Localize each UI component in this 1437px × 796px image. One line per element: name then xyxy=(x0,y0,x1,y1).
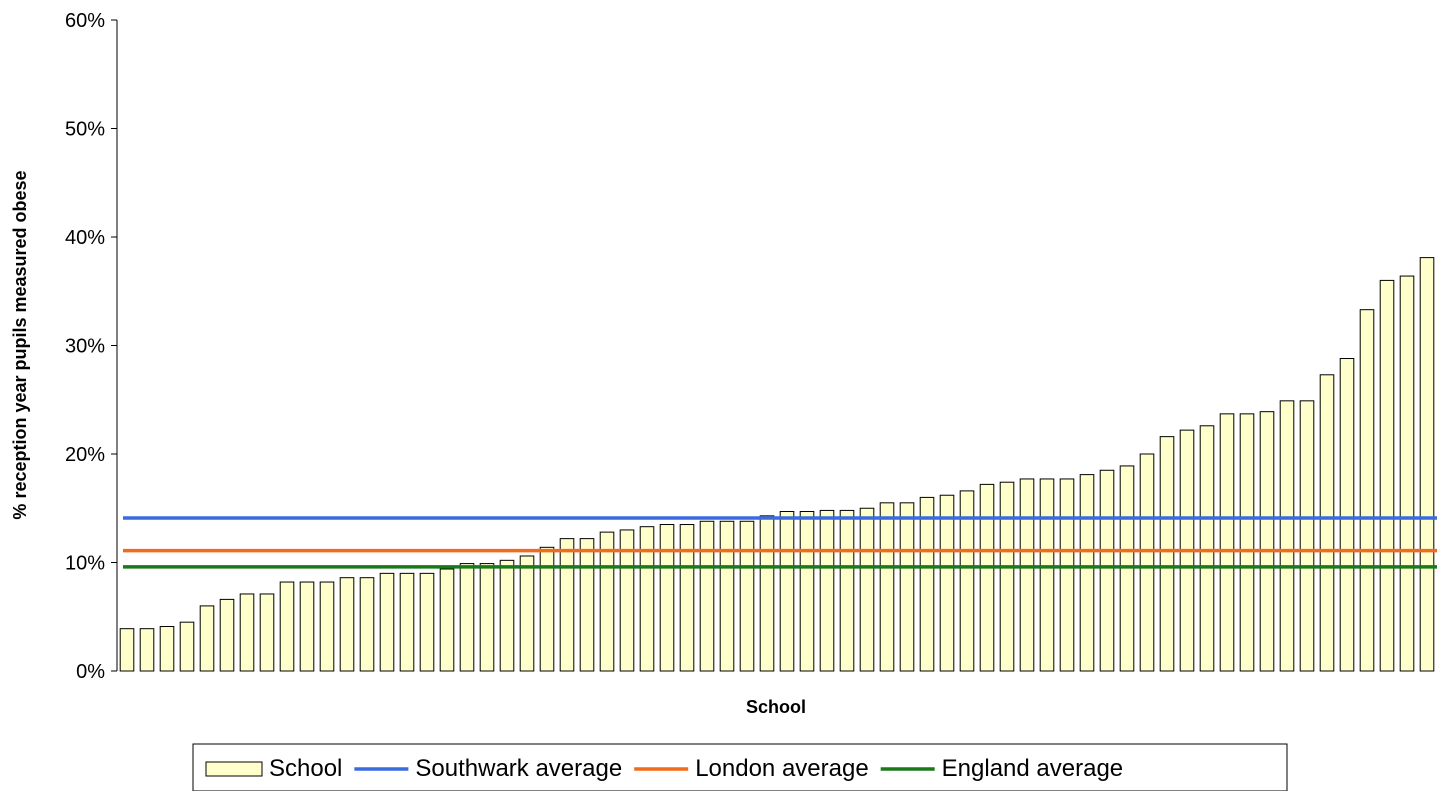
bar xyxy=(459,563,475,672)
bar xyxy=(759,515,775,672)
y-tick-label: 30% xyxy=(65,336,105,358)
legend-label: England average xyxy=(942,755,1123,782)
bar xyxy=(679,524,695,672)
bar xyxy=(719,520,735,672)
bar xyxy=(279,581,295,672)
bar xyxy=(979,483,995,672)
bar xyxy=(1319,374,1335,672)
bar xyxy=(839,509,855,672)
bar xyxy=(1279,400,1295,672)
bar xyxy=(1259,411,1275,672)
bar xyxy=(1359,309,1375,672)
y-tick-label: 20% xyxy=(65,444,105,466)
x-axis-title: School xyxy=(746,697,806,717)
bar xyxy=(879,502,895,672)
bar xyxy=(399,572,415,672)
bar xyxy=(919,496,935,672)
bar xyxy=(1159,436,1175,672)
bar xyxy=(639,526,655,672)
bar xyxy=(219,598,235,672)
y-tick-label: 50% xyxy=(65,119,105,141)
bar xyxy=(939,494,955,672)
bar xyxy=(519,555,535,672)
bar xyxy=(1059,478,1075,672)
bar xyxy=(899,502,915,672)
bar xyxy=(799,511,815,672)
bar xyxy=(559,538,575,672)
bar xyxy=(1019,478,1035,672)
bar xyxy=(659,524,675,672)
y-axis-title: % reception year pupils measured obese xyxy=(10,170,30,519)
bar xyxy=(1419,257,1435,672)
bar xyxy=(199,605,215,672)
bar xyxy=(1199,425,1215,672)
bar xyxy=(179,621,195,672)
bar xyxy=(1079,474,1095,672)
bar xyxy=(259,593,275,672)
bar xyxy=(699,520,715,672)
bar xyxy=(359,577,375,672)
average-lines xyxy=(123,516,1437,569)
legend-label: London average xyxy=(695,755,868,782)
bar xyxy=(299,581,315,672)
bar xyxy=(599,531,615,672)
axes: 0% 10% 20% 30% 40% 50% 60% xyxy=(65,10,118,683)
bar xyxy=(1139,453,1155,672)
bar xyxy=(819,509,835,672)
bar xyxy=(159,626,175,672)
bar xyxy=(419,572,435,672)
legend-swatch-school xyxy=(205,761,263,777)
legend-label: School xyxy=(269,755,342,782)
bar xyxy=(239,593,255,672)
y-tick-label: 0% xyxy=(76,661,105,683)
bar xyxy=(479,563,495,672)
bar xyxy=(779,511,795,672)
legend: School Southwark average London average Eng… xyxy=(192,743,1288,792)
bar xyxy=(1039,478,1055,672)
bar xyxy=(999,481,1015,672)
bar xyxy=(1099,469,1115,672)
bar xyxy=(859,507,875,672)
bar xyxy=(539,546,555,672)
bar xyxy=(1299,400,1315,672)
bar xyxy=(959,490,975,672)
bar xyxy=(1239,413,1255,672)
bar xyxy=(579,538,595,672)
bar xyxy=(139,628,155,672)
bar xyxy=(439,568,455,672)
bar xyxy=(499,559,515,672)
y-tick-label: 40% xyxy=(65,227,105,249)
y-tick-label: 10% xyxy=(65,553,105,575)
bar-series-school xyxy=(119,257,1435,672)
bar xyxy=(339,577,355,672)
bar xyxy=(1339,358,1355,672)
y-tick-label: 60% xyxy=(65,10,105,32)
bar xyxy=(1219,413,1235,672)
legend-items: School Southwark average London average Eng… xyxy=(205,755,1123,782)
bar xyxy=(319,581,335,672)
bar xyxy=(1379,279,1395,672)
bar xyxy=(1399,275,1415,672)
legend-label: Southwark average xyxy=(415,755,622,782)
bar xyxy=(119,628,135,672)
bar xyxy=(739,520,755,672)
y-axis-ticks: 0% 10% 20% 30% 40% 50% 60% xyxy=(65,10,117,683)
bar xyxy=(379,572,395,672)
